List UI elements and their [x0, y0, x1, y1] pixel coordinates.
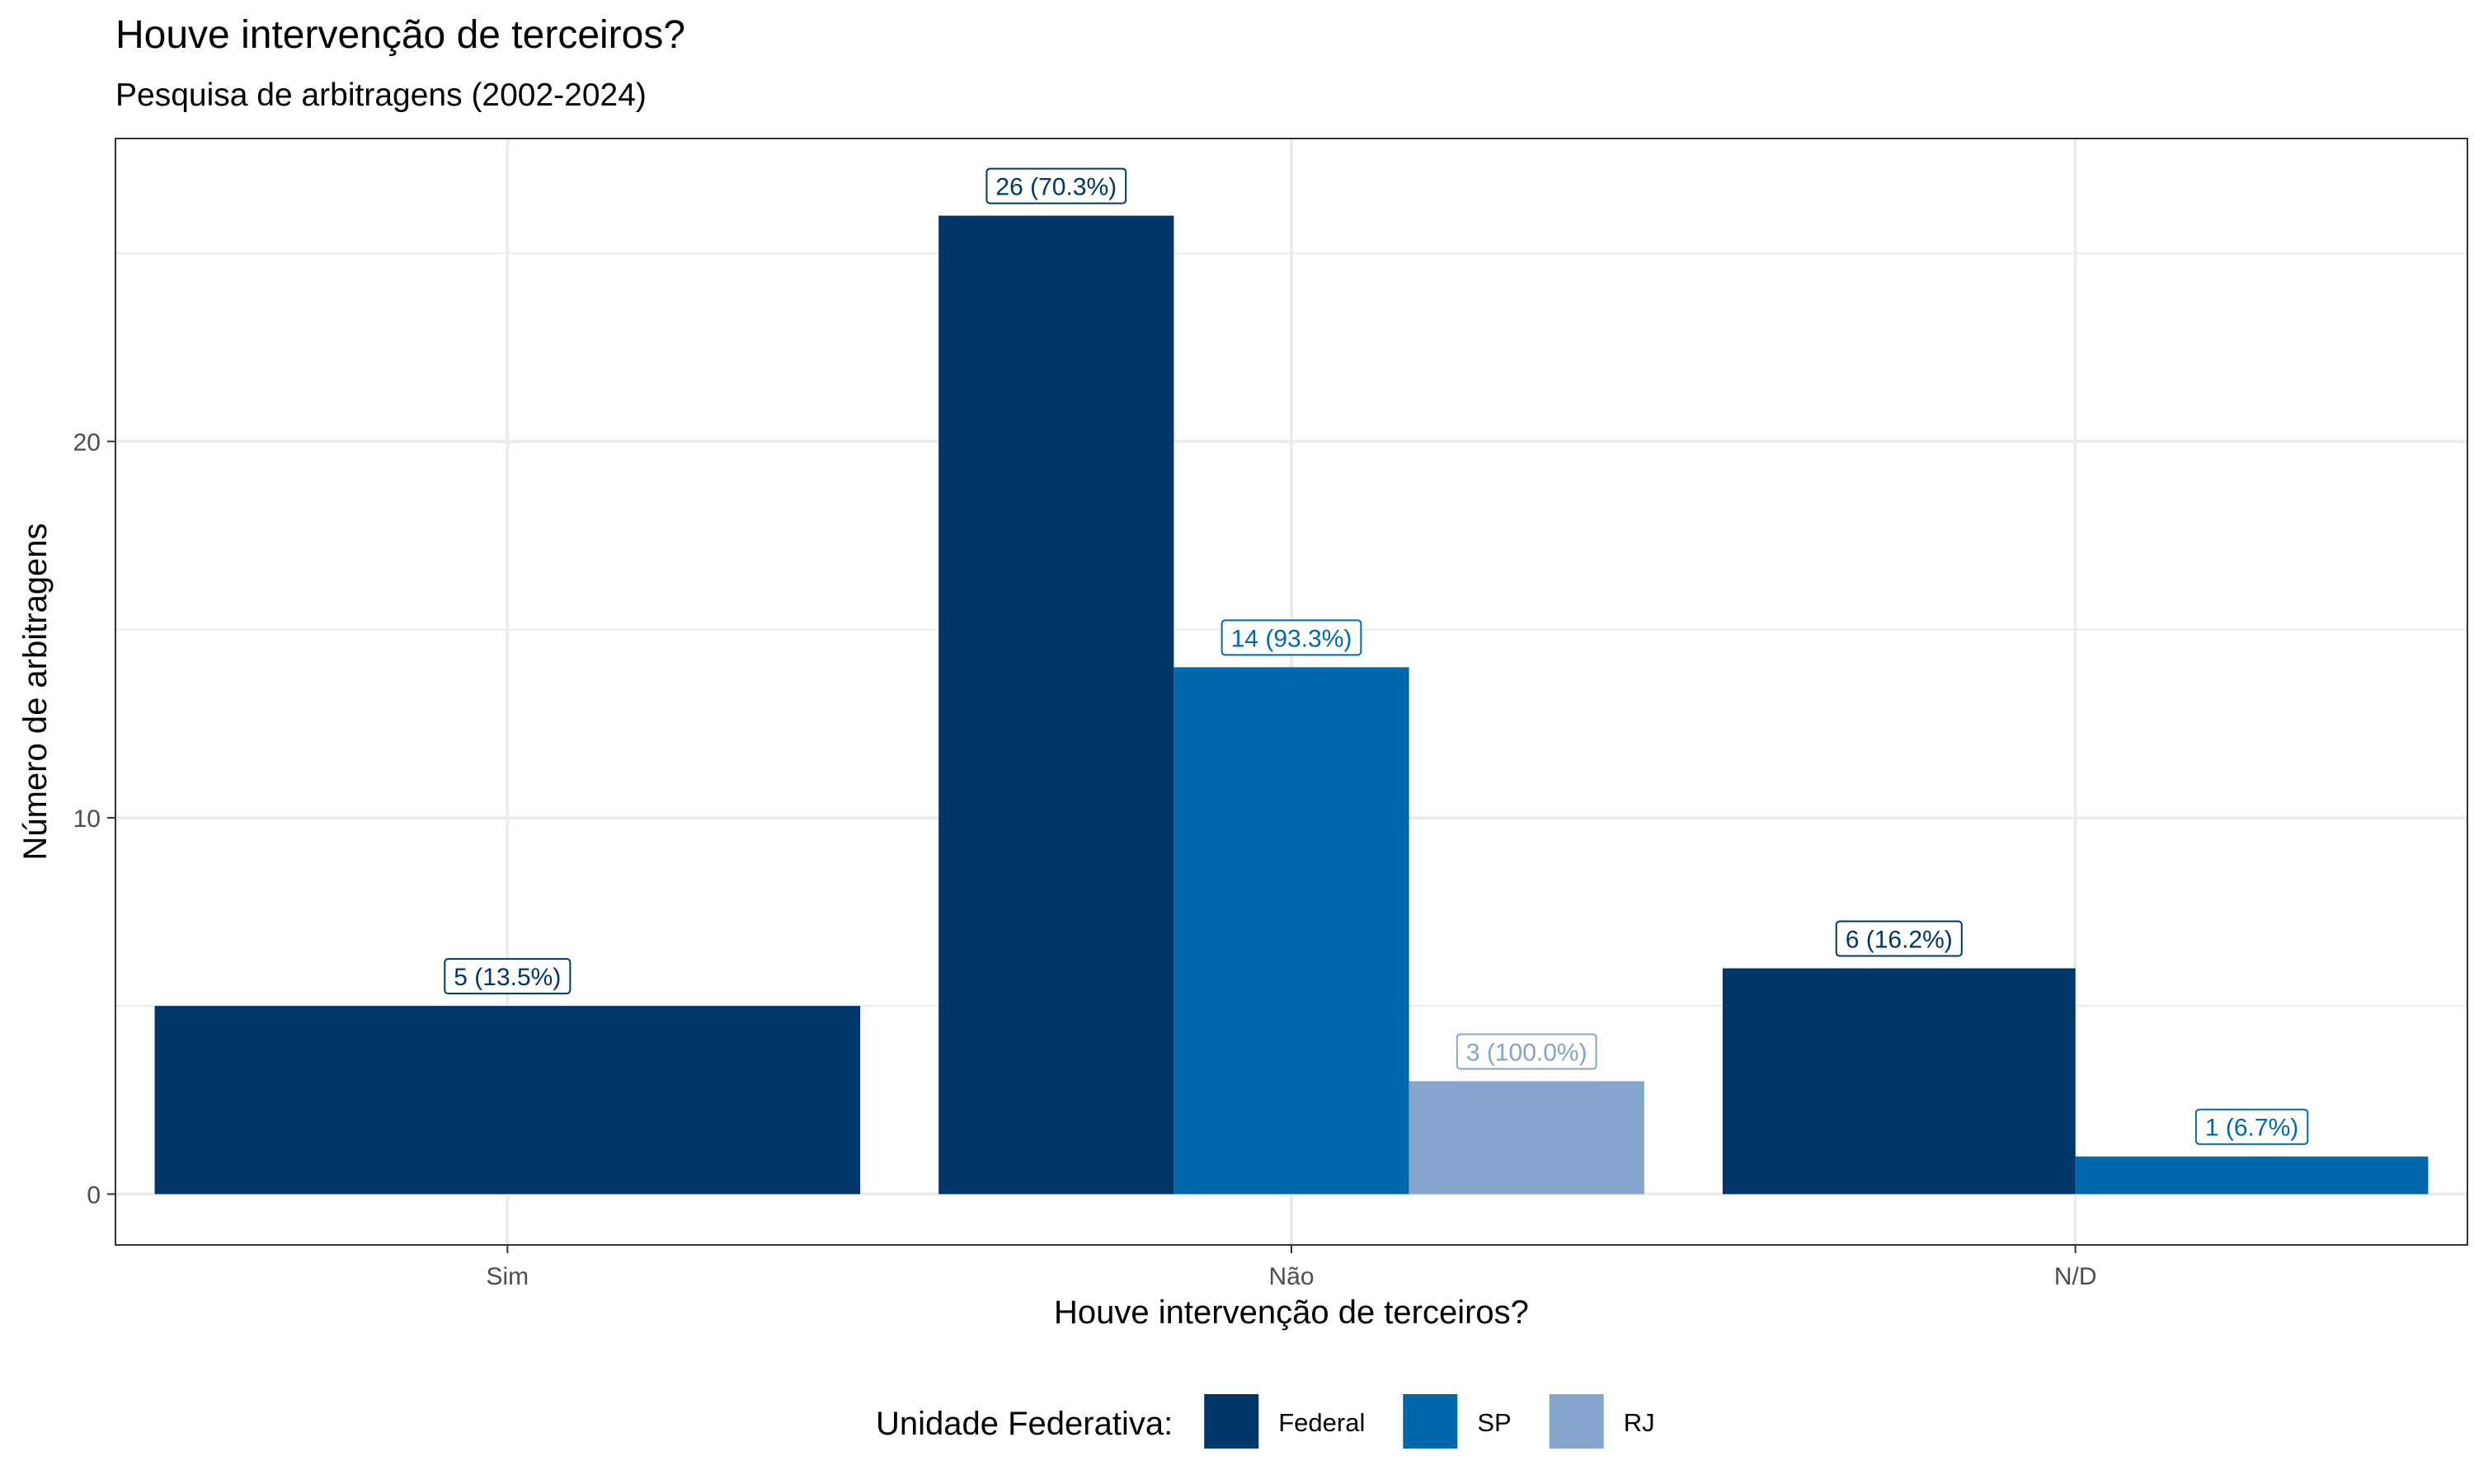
legend-key	[1403, 1394, 1458, 1449]
y-tick-label: 0	[87, 1181, 101, 1209]
data-label: 3 (100.0%)	[1466, 1039, 1587, 1066]
data-label: 26 (70.3%)	[995, 174, 1117, 201]
x-tick-label: N/D	[2054, 1263, 2097, 1290]
bar	[154, 1006, 861, 1195]
data-label: 6 (16.2%)	[1846, 927, 1953, 954]
y-axis: 0 10 20	[73, 429, 115, 1209]
data-label-box	[444, 958, 571, 995]
bar	[1722, 968, 2076, 1195]
bars	[154, 215, 2429, 1195]
data-labels: 5 (13.5%) 26 (70.3%) 14 (93.3%) 3 (100.0%) 6…	[444, 167, 2309, 1145]
data-label: 1 (6.7%)	[2205, 1115, 2298, 1142]
bar	[1409, 1081, 1644, 1195]
data-label-box	[1835, 920, 1963, 957]
chart-subtitle: Pesquisa de arbitragens (2002-2024)	[115, 77, 647, 113]
data-label-box	[2194, 1108, 2309, 1145]
legend-label: SP	[1477, 1408, 1511, 1437]
legend-key	[1204, 1394, 1259, 1449]
legend-label: RJ	[1624, 1408, 1655, 1437]
y-tick-label: 10	[73, 805, 101, 833]
bar	[2075, 1156, 2429, 1195]
legend-title: Unidade Federativa:	[876, 1406, 1173, 1442]
data-label: 14 (93.3%)	[1231, 625, 1352, 652]
y-axis-title: Número de arbitragens	[17, 523, 54, 860]
data-label-box	[985, 167, 1127, 204]
data-label-box	[1221, 619, 1362, 656]
data-label: 5 (13.5%)	[454, 964, 561, 991]
chart-title: Houve intervenção de terceiros?	[115, 13, 685, 57]
x-tick-label: Sim	[486, 1263, 529, 1290]
bar	[938, 215, 1174, 1195]
x-axis-title: Houve intervenção de terceiros?	[1054, 1294, 1529, 1331]
legend-key	[1549, 1394, 1604, 1449]
legend: Unidade Federativa: Federal SP RJ	[876, 1394, 1655, 1449]
x-tick-label: Não	[1268, 1263, 1314, 1290]
legend-label: Federal	[1278, 1408, 1365, 1437]
data-label-box	[1456, 1033, 1597, 1070]
bar	[1174, 667, 1409, 1195]
x-axis: Sim Não N/D	[486, 1245, 2097, 1290]
y-tick-label: 20	[73, 429, 101, 456]
